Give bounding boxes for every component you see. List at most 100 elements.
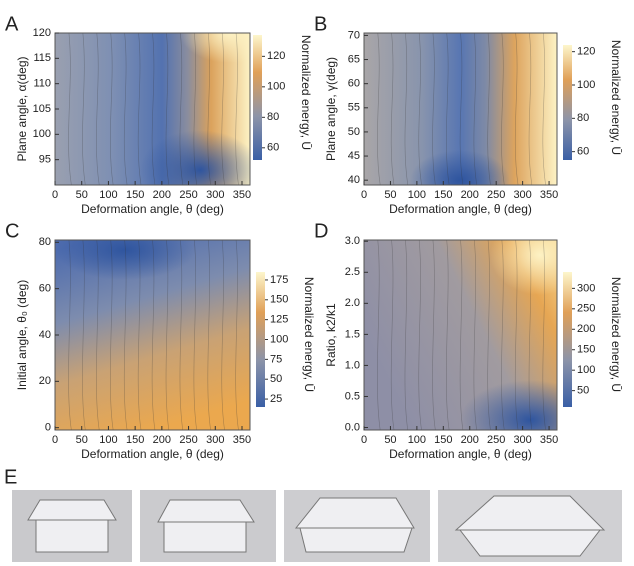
colorbar-tick-label: 300 bbox=[577, 282, 595, 294]
colorbar-tick-label: 50 bbox=[270, 373, 282, 385]
panel-label: E bbox=[4, 466, 17, 488]
contour-line bbox=[404, 33, 409, 185]
contour-line bbox=[82, 33, 86, 185]
colorbar-tick-label: 175 bbox=[270, 274, 288, 286]
y-tick-label: 65 bbox=[348, 53, 360, 65]
colorbar-label: Normalized energy, Ū bbox=[609, 40, 623, 155]
contour-line bbox=[193, 33, 198, 185]
contour-line bbox=[110, 240, 114, 430]
plot-frame bbox=[363, 32, 558, 186]
contour-line bbox=[207, 240, 211, 430]
contour-chart: C 0 50 100 150 200 250 300 350 0 20 40 60 80 Deformati… bbox=[5, 220, 316, 461]
contour-line bbox=[123, 33, 128, 185]
plot-frame bbox=[363, 239, 558, 431]
x-tick-label: 150 bbox=[434, 189, 452, 201]
contour-line bbox=[377, 240, 381, 430]
y-axis-label: Initial angle, θ₀ (deg) bbox=[15, 280, 29, 390]
contour-line bbox=[390, 33, 395, 185]
contour-line bbox=[459, 33, 464, 185]
x-tick-label: 350 bbox=[233, 434, 251, 446]
y-tick-label: 2.0 bbox=[345, 297, 360, 309]
x-tick-label: 150 bbox=[434, 434, 452, 446]
contour-line bbox=[501, 240, 505, 430]
contour-line bbox=[542, 240, 546, 430]
contour-line bbox=[221, 240, 225, 430]
contour-line bbox=[96, 240, 100, 430]
colorbar-tick-label: 80 bbox=[577, 112, 589, 124]
y-tick-label: 60 bbox=[39, 283, 51, 295]
y-tick-label: 40 bbox=[39, 329, 51, 341]
y-tick-label: 100 bbox=[33, 128, 51, 140]
contour-field bbox=[364, 240, 557, 430]
x-tick-label: 300 bbox=[206, 434, 224, 446]
contour-line bbox=[542, 33, 546, 185]
y-tick-label: 60 bbox=[348, 78, 360, 90]
colorbar-tick-label: 100 bbox=[577, 79, 595, 91]
y-tick-label: 50 bbox=[348, 126, 360, 138]
colorbar-tick-label: 60 bbox=[577, 146, 589, 158]
contour-field bbox=[55, 33, 250, 185]
x-axis-label: Deformation angle, θ (deg) bbox=[389, 202, 532, 216]
contour-field bbox=[364, 33, 557, 185]
contour-line bbox=[235, 240, 239, 430]
contour-line bbox=[390, 240, 395, 430]
contour-line bbox=[514, 240, 519, 430]
panel-label: D bbox=[314, 220, 328, 242]
contour-line bbox=[96, 33, 100, 185]
x-axis-label: Deformation angle, θ (deg) bbox=[81, 202, 224, 216]
y-tick-label: 95 bbox=[39, 154, 51, 166]
x-tick-label: 300 bbox=[206, 189, 224, 201]
contour-line bbox=[235, 33, 239, 185]
y-tick-label: 115 bbox=[33, 52, 51, 64]
contour-line bbox=[123, 240, 128, 430]
contour-line bbox=[418, 33, 422, 185]
x-tick-label: 100 bbox=[99, 189, 117, 201]
colorbar-tick-label: 60 bbox=[267, 142, 279, 154]
contour-line bbox=[179, 240, 184, 430]
contour-line bbox=[487, 240, 491, 430]
field-shade bbox=[460, 380, 557, 430]
contour-line bbox=[137, 33, 142, 185]
colorbar-tick-label: 75 bbox=[270, 353, 282, 365]
panel-label: C bbox=[5, 220, 19, 242]
contour-line bbox=[165, 33, 170, 185]
y-tick-label: 110 bbox=[33, 78, 51, 90]
contour-line bbox=[68, 33, 72, 185]
colorbar-tick-label: 250 bbox=[577, 303, 595, 315]
colorbar-tick-label: 120 bbox=[577, 46, 595, 58]
contour-line bbox=[377, 33, 381, 185]
contour-line bbox=[501, 33, 505, 185]
contour-line bbox=[165, 240, 170, 430]
field-shade bbox=[410, 150, 510, 185]
x-tick-label: 50 bbox=[384, 189, 396, 201]
x-tick-label: 250 bbox=[487, 189, 505, 201]
y-tick-label: 0.0 bbox=[345, 421, 360, 433]
contour-line bbox=[446, 240, 450, 430]
colorbar bbox=[256, 272, 265, 407]
colorbar-label: Normalized energy, Ū bbox=[609, 277, 623, 392]
contour-line bbox=[473, 240, 477, 430]
origami bbox=[294, 497, 415, 553]
colorbar-label: Normalized energy, Ū bbox=[302, 277, 316, 392]
contour-line bbox=[193, 240, 198, 430]
colorbar-tick-label: 100 bbox=[270, 333, 288, 345]
y-tick-label: 0 bbox=[45, 422, 51, 434]
x-tick-label: 50 bbox=[384, 434, 396, 446]
x-tick-label: 100 bbox=[408, 434, 426, 446]
colorbar-tick-label: 100 bbox=[267, 81, 285, 93]
y-tick-label: 1.0 bbox=[345, 359, 360, 371]
x-tick-label: 300 bbox=[513, 189, 531, 201]
contour-line bbox=[432, 240, 436, 430]
contour-line bbox=[446, 33, 450, 185]
x-tick-label: 50 bbox=[76, 434, 88, 446]
y-tick-label: 120 bbox=[33, 27, 51, 39]
contour-line bbox=[459, 240, 464, 430]
contour-line bbox=[221, 33, 225, 185]
panel-label: B bbox=[314, 13, 327, 35]
x-tick-label: 0 bbox=[52, 434, 58, 446]
x-tick-label: 350 bbox=[540, 189, 558, 201]
x-tick-label: 50 bbox=[76, 189, 88, 201]
origami bbox=[27, 499, 117, 553]
x-axis-label: Deformation angle, θ (deg) bbox=[81, 447, 224, 461]
